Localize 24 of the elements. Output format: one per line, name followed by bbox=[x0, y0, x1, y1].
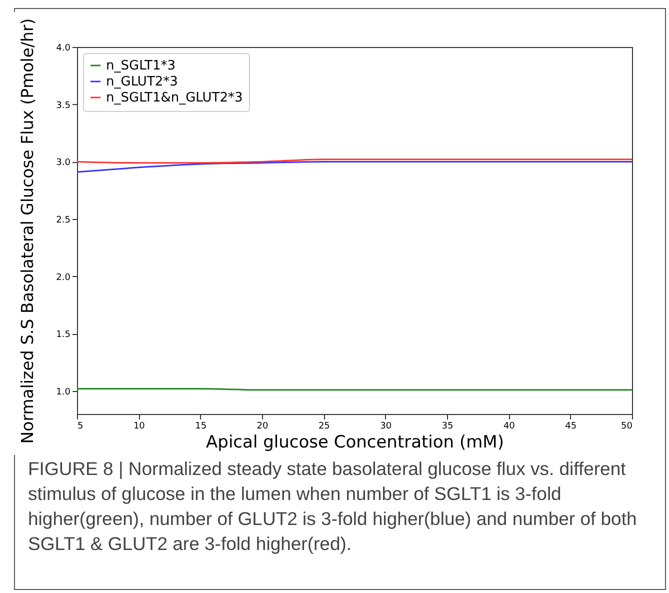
y-tick-label: 2.0 bbox=[56, 272, 71, 283]
legend-label: n_SGLT1*3 bbox=[106, 58, 176, 74]
legend-label: n_SGLT1&n_GLUT2*3 bbox=[106, 90, 243, 106]
x-tick-label: 20 bbox=[256, 422, 268, 432]
y-tick-label: 3.5 bbox=[56, 100, 70, 111]
x-tick-label: 5 bbox=[78, 422, 84, 432]
y-tick-label: 4.0 bbox=[56, 44, 71, 54]
x-tick-label: 25 bbox=[318, 422, 330, 432]
x-tick-label: 15 bbox=[195, 422, 207, 432]
x-tick-label: 50 bbox=[621, 422, 633, 432]
x-tick-label: 45 bbox=[565, 422, 577, 432]
y-axis-title: Normalized S.S Basolateral Glucose Flux (Pmole/hr) bbox=[18, 18, 38, 444]
y-tick-label: 1.5 bbox=[56, 330, 70, 340]
x-axis-title: Apical glucose Concentration (mM) bbox=[206, 432, 504, 452]
y-tick-label: 2.5 bbox=[56, 216, 70, 226]
legend-label: n_GLUT2*3 bbox=[106, 74, 178, 90]
x-tick-label: 40 bbox=[503, 422, 516, 432]
y-tick-label: 3.0 bbox=[56, 158, 71, 168]
caption: FIGURE 8 | Normalized steady state basolateral glucose flux vs. different stimulus of glucose in the lumen when number of SGLT1 is 3-fold higher(green), number of GLUT2 is 3-fold higher(blue) and number of both SGLT1 & GLUT2 are 3-fold higher(red). bbox=[28, 457, 638, 556]
x-tick-label: 10 bbox=[133, 422, 146, 432]
x-tick-label: 35 bbox=[442, 422, 454, 432]
y-tick-label: 1.0 bbox=[56, 388, 71, 398]
x-tick-label: 30 bbox=[380, 422, 392, 432]
line-series bbox=[76, 160, 633, 173]
